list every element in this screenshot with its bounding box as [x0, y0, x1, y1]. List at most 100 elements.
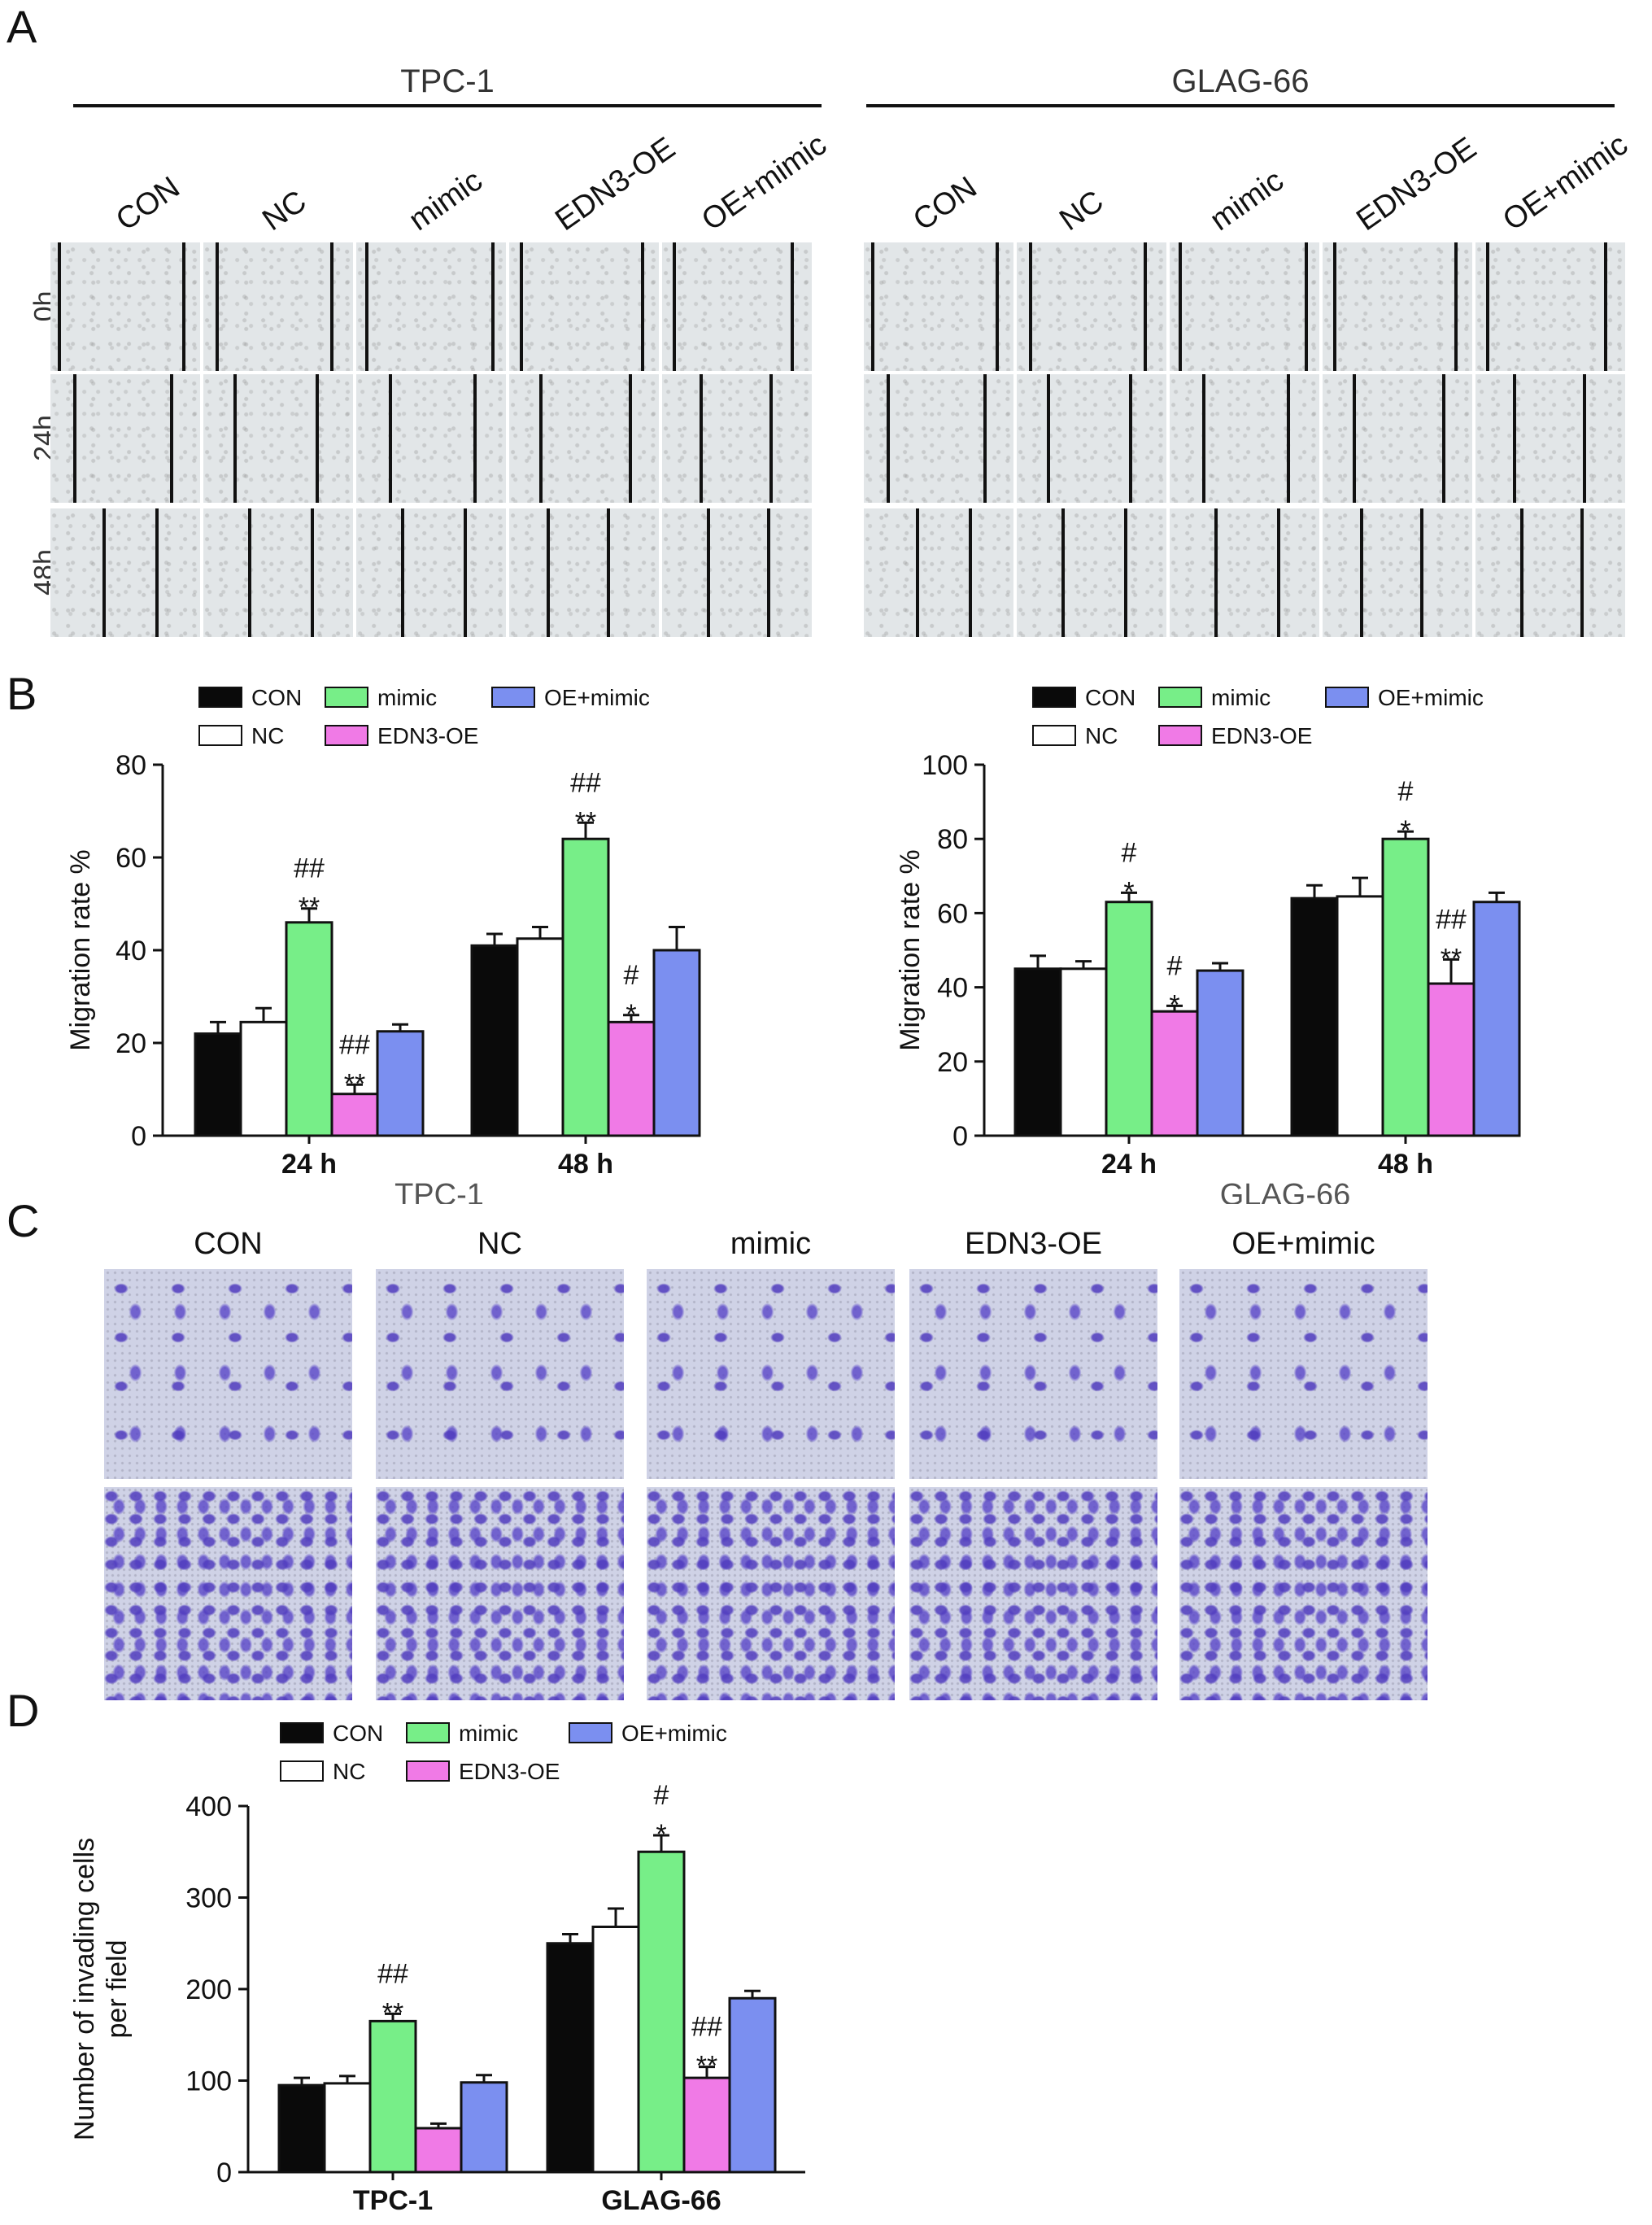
- scratch-edge-line: [1129, 374, 1132, 503]
- legend-swatch-nc: [198, 725, 242, 746]
- y-axis-title: Number of invading cells: [69, 1838, 100, 2140]
- scratch-edge-line: [1124, 508, 1128, 637]
- scratch-image-tpc1-48h-4: [662, 508, 812, 637]
- bar-tpc-1-oe-mimic: [460, 2081, 508, 2174]
- scratch-edge-line: [1583, 374, 1587, 503]
- scratch-edge-line: [389, 374, 393, 503]
- significance-mark: ##: [294, 853, 325, 884]
- transwell-image-row2-nc: [376, 1487, 624, 1700]
- legend-swatch-edn3-oe: [325, 725, 368, 746]
- scratch-edge-line: [490, 242, 495, 371]
- scratch-image-glag66-48h-0: [864, 508, 1013, 637]
- panel-letter-c: C: [7, 1195, 40, 1246]
- legend-swatch-nc: [1032, 725, 1076, 746]
- significance-mark: #: [1122, 837, 1137, 868]
- significance-mark: *: [625, 999, 636, 1030]
- scratch-edge-line: [181, 242, 185, 371]
- scratch-image-glag66-48h-1: [1017, 508, 1166, 637]
- transwell-image-row2-con: [104, 1487, 352, 1700]
- scratch-image-tpc1-24h-0: [50, 374, 200, 503]
- y-tick-label: 0: [216, 2157, 232, 2188]
- legend-label-oe-mimic: OE+mimic: [621, 1721, 727, 1746]
- scratch-edge-line: [1202, 374, 1206, 503]
- bar-24-h-oe-mimic: [376, 1030, 425, 1137]
- chart-migration-glag66: CON mimic OE+mimic NC EDN3-OE 0 20 40 60 80 100 Mig…: [895, 685, 1521, 1204]
- bar-48-h-con: [1290, 897, 1339, 1137]
- bar-glag-66-oe-mimic: [728, 1996, 777, 2174]
- scratch-edge-line: [1277, 508, 1281, 637]
- bar-24-h-edn3-oe: [330, 1093, 379, 1137]
- transwell-column-label-oe-mimic: OE+mimic: [1231, 1227, 1375, 1261]
- legend-label-nc: NC: [333, 1759, 365, 1784]
- y-tick-label: 0: [952, 1121, 968, 1152]
- scratch-image-tpc1-48h-0: [50, 508, 200, 637]
- bar-48-h-nc: [1336, 895, 1384, 1137]
- y-tick-label: 0: [131, 1121, 146, 1152]
- scratch-image-glag66-24h-0: [864, 374, 1013, 503]
- bar-48-h-edn3-oe: [607, 1020, 656, 1137]
- scratch-edge-line: [1419, 508, 1423, 637]
- scratch-edge-line: [983, 374, 987, 503]
- scratch-edge-line: [1046, 374, 1050, 503]
- bar-tpc-1-edn3-oe: [414, 2127, 463, 2174]
- scratch-edge-line: [248, 508, 252, 637]
- scratch-edge-line: [1144, 242, 1148, 371]
- significance-mark: #: [1167, 950, 1183, 981]
- y-tick-label: 60: [116, 843, 146, 874]
- scratch-image-glag66-0h-1: [1017, 242, 1166, 371]
- bar-glag-66-nc: [591, 1926, 640, 2174]
- legend-label-edn3-oe: EDN3-OE: [377, 723, 478, 748]
- y-tick-label: 300: [185, 1883, 232, 1914]
- scratch-edge-line: [401, 508, 405, 637]
- transwell-column-label-edn3-oe: EDN3-OE: [965, 1227, 1102, 1261]
- group-underline-glag66: [866, 104, 1615, 107]
- bar-glag-66-edn3-oe: [682, 2076, 731, 2174]
- scratch-image-tpc1-24h-1: [203, 374, 353, 503]
- bar-24-h-nc: [239, 1020, 288, 1137]
- scratch-edge-line: [1580, 508, 1584, 637]
- scratch-edge-line: [316, 374, 319, 503]
- legend-swatch-mimic: [406, 1722, 450, 1743]
- group-underline-tpc1: [73, 104, 822, 107]
- significance-mark: *: [1123, 876, 1134, 907]
- transwell-column-label-nc: NC: [477, 1227, 522, 1261]
- chart-migration-tpc1: CON mimic OE+mimic NC EDN3-OE 0 20 40 60 80 Migrat…: [65, 685, 701, 1204]
- scratch-edge-line: [1304, 242, 1308, 371]
- x-category-label: GLAG-66: [601, 2185, 721, 2216]
- legend-swatch-edn3-oe: [406, 1760, 450, 1782]
- legend-label-con: CON: [251, 685, 302, 710]
- column-label-tpc1-oe-mimic: OE+mimic: [695, 127, 833, 238]
- y-axis-title: per field: [102, 1940, 133, 2039]
- transwell-image-row2-mimic: [647, 1487, 895, 1700]
- bar-48-h-edn3-oe: [1427, 982, 1475, 1137]
- scratch-edge-line: [606, 508, 610, 637]
- scratch-edge-line: [700, 374, 703, 503]
- scratch-edge-line: [886, 374, 890, 503]
- scratch-edge-line: [58, 242, 62, 371]
- x-category-label: 48 h: [1378, 1149, 1433, 1180]
- y-tick-label: 100: [922, 750, 968, 781]
- legend-swatch-con: [280, 1722, 324, 1743]
- column-label-glag66-con: CON: [907, 170, 983, 238]
- column-label-glag66-nc: NC: [1053, 184, 1110, 238]
- scratch-image-tpc1-0h-1: [203, 242, 353, 371]
- legend-label-oe-mimic: OE+mimic: [1378, 685, 1484, 710]
- y-axis-title: Migration rate %: [65, 849, 96, 1051]
- legend-swatch-oe-mimic: [1325, 687, 1369, 708]
- scratch-edge-line: [1520, 508, 1524, 637]
- bar-48-h-mimic: [561, 837, 610, 1137]
- significance-mark: ##: [570, 767, 601, 798]
- legend-label-oe-mimic: OE+mimic: [544, 685, 650, 710]
- group-title-tpc1: TPC-1: [400, 63, 495, 99]
- legend-swatch-con: [1032, 687, 1076, 708]
- scratch-edge-line: [916, 508, 920, 637]
- scratch-image-tpc1-24h-4: [662, 374, 812, 503]
- scratch-edge-line: [1179, 242, 1183, 371]
- scratch-image-tpc1-48h-2: [356, 508, 506, 637]
- scratch-edge-line: [1061, 508, 1066, 637]
- significance-mark: **: [575, 806, 596, 837]
- scratch-image-tpc1-48h-1: [203, 508, 353, 637]
- bar-24-h-con: [194, 1032, 242, 1137]
- transwell-image-row1-oe-mimic: [1179, 1269, 1428, 1479]
- panel-letter-b: B: [7, 668, 37, 719]
